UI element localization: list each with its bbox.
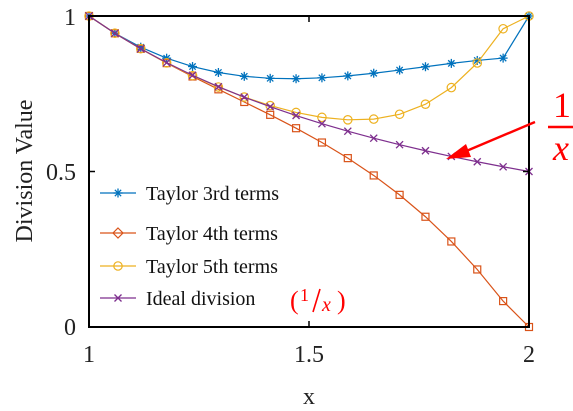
series-1-point-7 [266,110,275,119]
plot-area-background [89,16,529,327]
series-1-point-12 [395,190,404,199]
series-2-point-2 [135,43,146,54]
series-0-point-14 [446,58,456,68]
series-3-point-4 [188,71,197,80]
legend-item-0: Taylor 3rd terms [100,183,279,205]
annotation-numerator: 1 [553,85,571,125]
series-2-point-4 [187,70,198,81]
series-1-point-8 [291,124,301,133]
series-1-point-1 [110,29,119,38]
series-0-point-8 [291,74,301,84]
series-1-point-14 [447,237,456,246]
series-2-point-8 [291,107,301,118]
legend-marker-3 [114,294,122,302]
series-2-point-9 [317,112,327,123]
series-0-point-4 [188,62,198,72]
series-0-point-6 [239,71,249,81]
legend-marker-0 [113,188,123,198]
series-0-point-7 [265,73,275,83]
legend-marker-shape-0 [113,188,123,198]
series-2-point-12 [394,109,405,120]
legend-item-2: Taylor 5th terms [100,256,278,278]
x-tick-label-0: 1 [83,342,95,368]
series-3-point-7 [266,102,275,111]
series-0-point-13 [420,62,430,72]
annotation-ideal-division: 1 x [446,85,573,168]
series-1-point-10 [343,154,352,163]
series-3-point-16 [499,162,508,171]
tick-layer [88,15,530,328]
series-2-point-13 [420,99,431,109]
legend-note-denominator: x [321,294,331,316]
legend-note-numerator: 1 [300,285,309,305]
annotation-denominator: x [552,128,569,168]
legend-marker-2 [113,261,123,271]
series-3-point-13 [421,146,430,155]
legend-note-close-paren: ) [337,286,346,315]
series-3-point-8 [292,111,301,120]
series-3-point-5 [214,82,223,91]
series-2-point-3 [161,58,172,68]
x-tick-label-1: 1.5 [294,342,324,368]
series-3-point-10 [343,127,352,136]
series-2-point-15 [472,58,483,68]
legend-item-3: Ideal division ( 1 x ) [100,285,346,316]
x-axis-label: x [303,384,315,410]
y-axis-label: Division Value [12,100,38,243]
series-2-point-5 [213,82,224,92]
series-2-point-6 [239,92,250,102]
series-3-point-3 [162,58,171,67]
legend-label-1: Taylor 4th terms [146,223,278,245]
x-tick-label-2: 2 [523,342,535,368]
legend-marker-1 [112,227,124,239]
y-tick-label-1: 0.5 [46,160,76,186]
series-1-point-11 [369,171,378,180]
series-0-point-12 [395,65,405,75]
series-0-point-5 [213,67,223,77]
series-1-point-2 [136,44,145,53]
y-tick-label-2: 1 [64,5,76,31]
series-3-point-12 [395,140,404,149]
series-0-point-11 [369,68,379,78]
series-2-point-16 [498,23,508,34]
series-2-point-11 [368,114,379,124]
series-1-point-13 [421,212,430,221]
series-0-point-16 [498,53,508,63]
series-1-point-6 [240,97,249,107]
legend-label-0: Taylor 3rd terms [146,183,279,205]
legend-label-3: Ideal division [146,288,255,310]
series-2-point-14 [446,82,457,93]
annotation-arrow-head [446,144,471,159]
legend-note: ( 1 x ) [290,285,346,316]
legend-marker-shape-2 [113,261,123,271]
series-3-point-15 [473,157,482,166]
legend: Taylor 3rd terms Taylor 4th terms Taylor… [100,183,346,316]
legend-marker-shape-1 [112,227,124,239]
legend-note-open-paren: ( [290,286,299,315]
series-0-point-9 [317,73,327,83]
legend-label-2: Taylor 5th terms [146,256,278,278]
y-tick-label-0: 0 [64,315,76,341]
legend-marker-shape-3 [114,294,122,302]
legend-note-slash [312,288,321,313]
annotation-arrow-shaft [463,120,536,154]
series-2-point-10 [343,115,353,125]
legend-item-1: Taylor 4th terms [100,223,278,245]
series-3-point-9 [317,119,326,128]
series-1-point-9 [317,138,327,147]
series-2-point-1 [110,28,120,39]
series-3-point-2 [136,44,145,53]
series-3-point-11 [369,134,378,143]
series-1-point-15 [473,265,482,274]
series-0-point-10 [343,71,353,81]
series-3-point-6 [240,93,249,102]
series-1-point-16 [499,296,508,306]
series-3-point-1 [110,29,119,38]
